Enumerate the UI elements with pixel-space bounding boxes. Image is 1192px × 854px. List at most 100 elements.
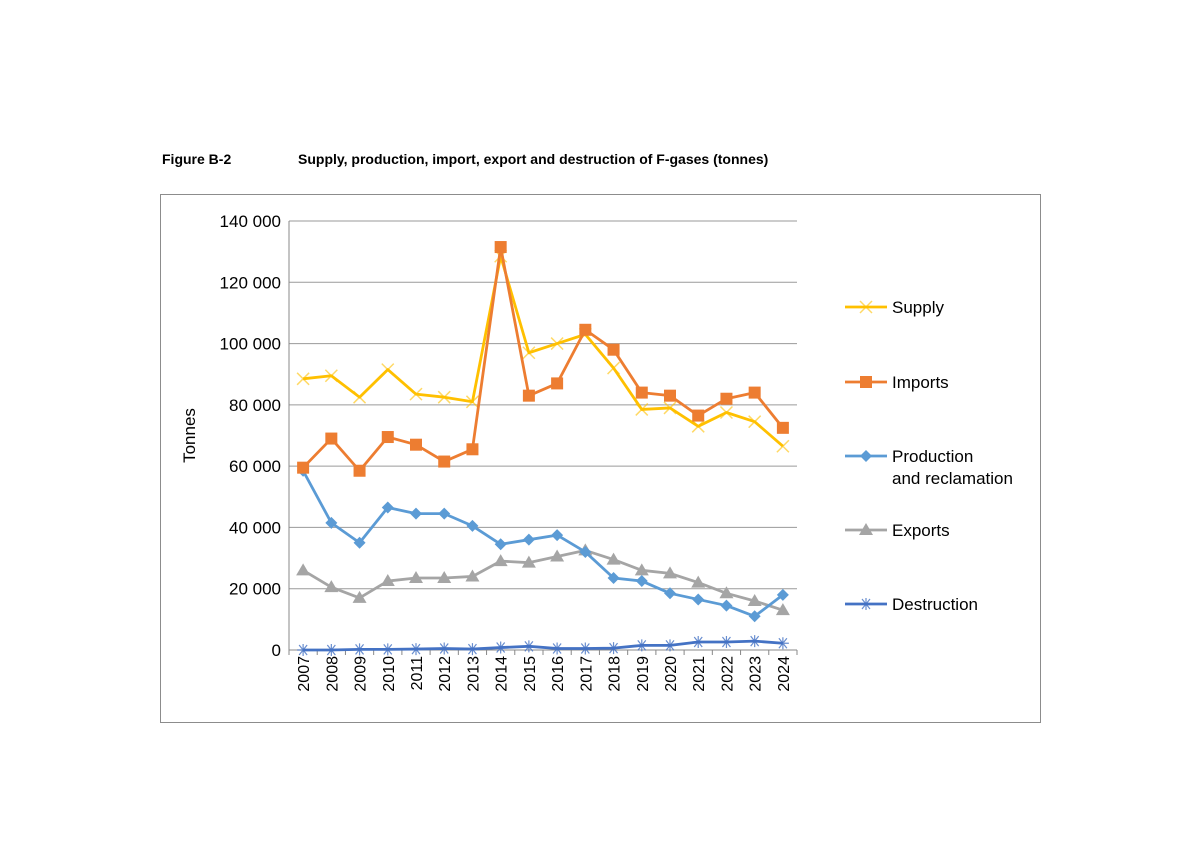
data-point	[466, 643, 479, 656]
data-point	[634, 563, 649, 576]
data-point	[380, 574, 395, 587]
figure-label: Figure B-2	[162, 151, 232, 167]
data-point	[748, 610, 761, 623]
x-tick-label: 2013	[465, 656, 482, 692]
data-point	[635, 386, 648, 399]
y-tick-label: 120 000	[220, 273, 281, 292]
data-point	[776, 637, 789, 650]
data-point	[381, 643, 394, 656]
data-point	[635, 575, 648, 588]
data-point	[409, 387, 423, 401]
data-point	[325, 644, 338, 656]
data-point	[579, 545, 592, 558]
data-point	[720, 599, 733, 612]
x-tick-label: 2010	[381, 656, 398, 692]
data-point	[859, 523, 873, 535]
x-tick-label: 2022	[719, 656, 736, 692]
data-point	[776, 421, 789, 434]
legend-item: Imports	[845, 373, 949, 392]
data-point	[437, 390, 451, 404]
data-point	[691, 419, 705, 433]
y-tick-label: 0	[272, 641, 281, 660]
data-point	[776, 439, 790, 453]
chart-frame	[160, 194, 1041, 723]
data-point	[494, 641, 507, 654]
data-point	[692, 593, 705, 606]
data-point	[438, 507, 451, 520]
data-point	[325, 432, 338, 445]
y-tick-label: 40 000	[229, 518, 281, 537]
data-point	[296, 563, 311, 576]
data-point	[720, 392, 733, 405]
data-point	[381, 501, 394, 514]
legend-label: Production and reclamation	[892, 447, 1013, 488]
legend-label: Supply	[892, 298, 944, 317]
data-point	[494, 241, 507, 254]
data-point	[664, 389, 676, 402]
y-axis-label: Tonnes	[180, 408, 199, 463]
x-tick-label: 2012	[437, 656, 454, 692]
data-point	[325, 516, 338, 529]
x-tick-label: 2008	[324, 656, 341, 692]
y-tick-label: 140 000	[220, 212, 281, 231]
data-point	[664, 639, 676, 652]
legend-item: Production and reclamation	[845, 447, 1013, 488]
data-point	[522, 533, 535, 546]
x-tick-label: 2009	[353, 656, 370, 692]
series-production-and-reclamation	[297, 464, 789, 623]
data-point	[551, 529, 564, 542]
legend-item: Supply	[845, 298, 944, 317]
data-point	[551, 642, 564, 655]
data-point	[607, 571, 620, 584]
data-point	[776, 588, 789, 601]
data-point	[748, 415, 762, 429]
data-point	[522, 640, 535, 653]
data-point	[551, 377, 564, 390]
series-line	[303, 639, 783, 652]
data-point	[860, 450, 872, 462]
series-line	[301, 470, 784, 618]
data-point	[747, 593, 762, 606]
x-tick-label: 2018	[607, 656, 624, 692]
x-tick-label: 2017	[578, 656, 595, 692]
data-point	[352, 590, 367, 603]
data-point	[748, 635, 761, 648]
data-point	[635, 639, 648, 652]
data-point	[607, 361, 621, 375]
data-point	[663, 401, 677, 415]
data-point	[607, 642, 620, 655]
x-tick-label: 2014	[494, 656, 511, 692]
data-point	[719, 586, 734, 599]
data-point	[381, 363, 395, 377]
legend-label: Imports	[892, 373, 949, 392]
data-point	[324, 580, 339, 593]
data-point	[410, 643, 422, 656]
legend-item: Exports	[845, 521, 950, 540]
data-point	[860, 376, 872, 388]
data-point	[635, 402, 649, 416]
y-tick-label: 80 000	[229, 396, 281, 415]
x-tick-label: 2007	[296, 656, 313, 692]
series-imports	[297, 241, 789, 477]
data-point	[353, 390, 367, 404]
x-tick-label: 2016	[550, 656, 567, 692]
data-point	[720, 636, 733, 649]
data-point	[522, 346, 536, 360]
data-point	[410, 438, 422, 451]
data-point	[297, 461, 310, 474]
data-point	[859, 300, 873, 314]
data-point	[607, 343, 620, 356]
x-tick-label: 2011	[409, 656, 426, 691]
series-supply	[296, 249, 790, 453]
data-point	[493, 554, 508, 567]
legend-label: Exports	[892, 521, 950, 540]
series-line	[302, 245, 784, 473]
data-point	[860, 598, 872, 610]
y-tick-label: 100 000	[220, 335, 281, 354]
data-point	[606, 552, 621, 565]
data-point	[466, 443, 479, 456]
data-point	[409, 570, 423, 583]
data-point	[465, 569, 480, 582]
data-point	[494, 538, 507, 551]
data-point	[465, 395, 479, 409]
